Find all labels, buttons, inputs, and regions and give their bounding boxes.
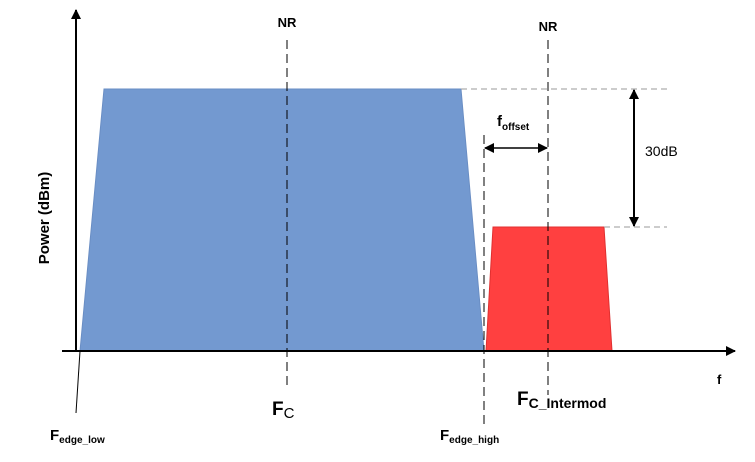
intermod-band — [485, 226, 613, 352]
main-band — [79, 88, 485, 352]
fedge-low-pointer — [75, 350, 81, 414]
fc-label: FC — [272, 399, 295, 422]
fedge-high-label: Fedge_high — [440, 427, 499, 446]
x-axis-label: f — [717, 372, 722, 387]
fc-intermod-label: FC_Intermod — [517, 389, 606, 411]
level-difference-label: 30dB — [645, 143, 678, 159]
nr-label-main: NR — [278, 15, 297, 30]
nr-label-intermod: NR — [539, 19, 558, 34]
y-axis-label: Power (dBm) — [36, 172, 53, 265]
fedge-low-label: Fedge_low — [50, 427, 105, 446]
foffset-label: foffset — [497, 113, 530, 133]
